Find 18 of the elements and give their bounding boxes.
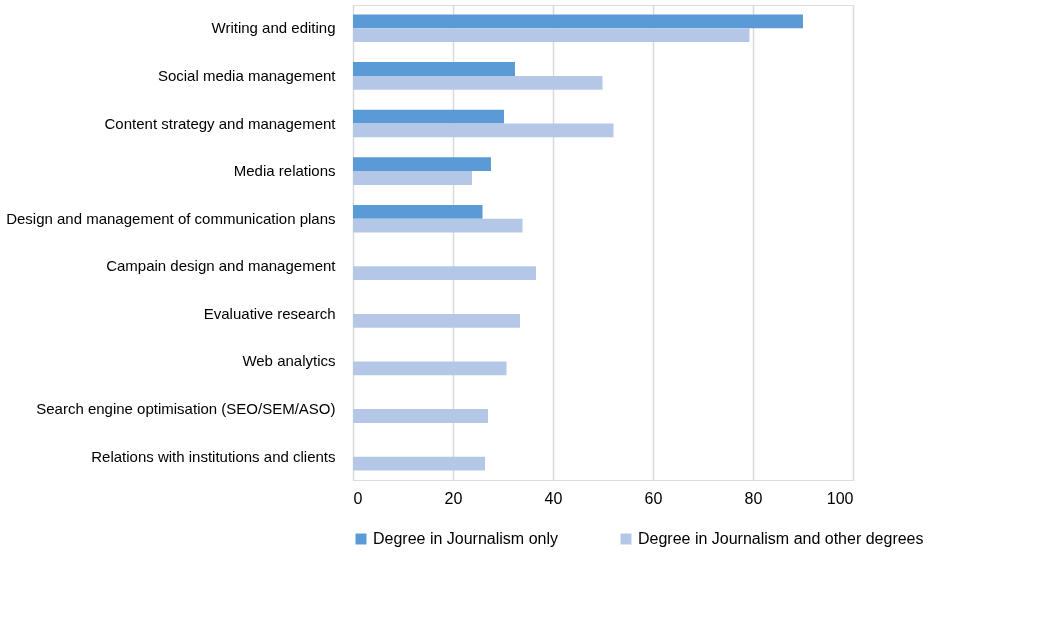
y-tick-label: Writing and editing	[211, 19, 336, 37]
y-tick-label: Search engine optimisation (SEO/SEM/ASO)	[36, 400, 336, 418]
legend-label: Degree in Journalism and other degrees	[638, 530, 924, 547]
y-tick-label: Media relations	[233, 162, 336, 180]
x-tick-label: 40	[544, 489, 563, 507]
x-tick-label: 60	[644, 489, 663, 507]
y-tick-label: Relations with institutions and clients	[91, 447, 336, 465]
y-tick-label: Campain design and management	[106, 257, 337, 275]
x-tick-label: 80	[744, 489, 763, 507]
x-tick-label: 100	[826, 489, 854, 507]
y-tick-label: Web analytics	[242, 352, 336, 370]
y-tick-label: Content strategy and management	[104, 114, 337, 132]
x-tick-label: 20	[444, 489, 463, 507]
y-tick-label: Design and management of communication plans	[6, 209, 336, 227]
x-tick-label: 0	[353, 489, 363, 507]
y-tick-label: Evaluative research	[203, 304, 336, 322]
legend-label: Degree in Journalism only	[373, 530, 558, 547]
y-tick-label: Social media management	[157, 66, 337, 84]
